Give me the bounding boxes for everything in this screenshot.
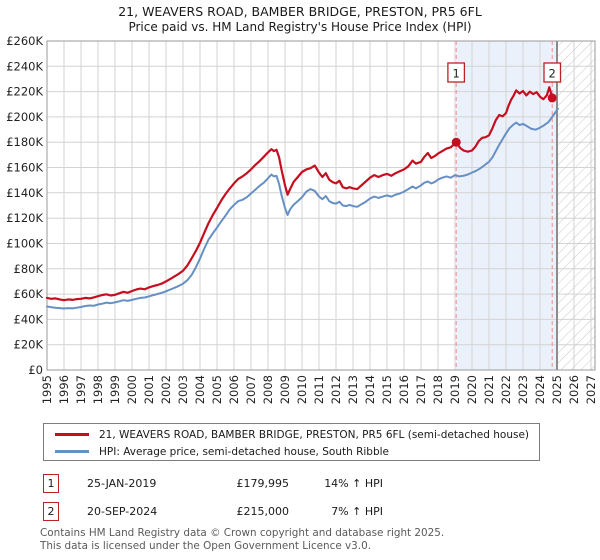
sale-point-dot	[547, 93, 557, 103]
y-tick-label: £260K	[6, 34, 43, 48]
hpi-line	[46, 107, 559, 310]
x-tick-label: 2027	[584, 375, 598, 404]
transaction-marker-badge: 1	[43, 474, 59, 493]
transaction-price: £179,995	[236, 477, 290, 490]
x-tick-label: 2021	[482, 375, 496, 404]
y-tick-label: £220K	[6, 85, 43, 99]
legend-line-sample-property	[55, 433, 89, 436]
x-tick-label: 2025	[550, 375, 564, 404]
y-tick-label: £20K	[14, 338, 44, 352]
x-tick-label: 2001	[142, 375, 156, 404]
y-tick-label: £0	[28, 363, 43, 377]
license-line-1: Contains HM Land Registry data © Crown c…	[40, 527, 445, 539]
chart-legend: 21, WEAVERS ROAD, BAMBER BRIDGE, PRESTON…	[43, 423, 540, 461]
y-tick-label: £200K	[6, 110, 43, 124]
sale-marker-number: 2	[549, 67, 556, 81]
x-tick-label: 2009	[278, 375, 292, 404]
transaction-date: 20-SEP-2024	[87, 505, 158, 518]
x-tick-label: 2020	[465, 375, 479, 404]
x-tick-label: 2014	[363, 375, 377, 404]
y-tick-label: £160K	[6, 161, 43, 175]
sale-marker-flag	[543, 62, 562, 83]
x-tick-label: 1998	[91, 375, 105, 404]
x-tick-label: 2000	[125, 375, 139, 404]
license-note: Contains HM Land Registry data © Crown c…	[40, 527, 444, 553]
x-tick-label: 2017	[414, 375, 428, 404]
chart-subtitle: Price paid vs. HM Land Registry's House …	[128, 20, 472, 34]
x-tick-label: 2012	[329, 375, 343, 404]
x-tick-label: 1999	[108, 375, 122, 404]
y-tick-label: £120K	[6, 211, 43, 225]
x-tick-label: 2008	[261, 375, 275, 404]
legend-label-hpi: HPI: Average price, semi-detached house,…	[99, 445, 390, 458]
y-tick-label: £140K	[6, 186, 43, 200]
chart-title: 21, WEAVERS ROAD, BAMBER BRIDGE, PRESTON…	[118, 4, 482, 19]
legend-row-property: 21, WEAVERS ROAD, BAMBER BRIDGE, PRESTON…	[44, 426, 539, 443]
legend-line-sample-hpi	[55, 450, 89, 453]
x-tick-label: 2026	[567, 375, 581, 404]
x-tick-label: 2004	[193, 375, 207, 404]
transaction-price: £215,000	[236, 505, 290, 518]
y-tick-label: £40K	[14, 312, 44, 326]
y-tick-label: £240K	[6, 59, 43, 73]
x-tick-label: 2010	[295, 375, 309, 404]
transaction-hpi-change: 7% ↑ HPI	[331, 505, 383, 518]
transaction-row-2: 2 20-SEP-2024 £215,000 7% ↑ HPI	[43, 502, 463, 530]
transaction-hpi-change: 14% ↑ HPI	[324, 477, 383, 490]
y-tick-label: £100K	[6, 237, 43, 251]
y-tick-label: £60K	[14, 287, 44, 301]
x-tick-label: 2013	[346, 375, 360, 404]
property-price-line	[45, 86, 555, 302]
price-chart: 1 2 £0 £20K £40K £60K £80K £100K £120K £140K £160K…	[6, 34, 598, 404]
x-tick-label: 2007	[244, 375, 258, 404]
x-tick-label: 2022	[499, 375, 513, 404]
license-line-2: This data is licensed under the Open Gov…	[40, 540, 372, 552]
x-tick-label: 2018	[431, 375, 445, 404]
x-tick-label: 1997	[74, 375, 88, 404]
legend-label-property: 21, WEAVERS ROAD, BAMBER BRIDGE, PRESTON…	[99, 428, 530, 441]
future-hatched-zone	[557, 41, 595, 370]
x-tick-label: 2003	[176, 375, 190, 404]
x-tick-label: 2005	[210, 375, 224, 404]
transaction-row-1: 1 25-JAN-2019 £179,995 14% ↑ HPI	[43, 474, 463, 502]
x-tick-label: 2016	[397, 375, 411, 404]
x-tick-label: 1995	[40, 375, 54, 404]
transaction-marker-badge: 2	[43, 502, 59, 521]
sale-marker-number: 1	[453, 67, 460, 81]
y-tick-label: £180K	[6, 135, 43, 149]
x-tick-label: 2015	[380, 375, 394, 404]
legend-row-hpi: HPI: Average price, semi-detached house,…	[44, 443, 539, 460]
x-tick-label: 2023	[516, 375, 530, 404]
plot-border	[46, 40, 596, 371]
x-tick-label: 2011	[312, 375, 326, 404]
sale-marker-flag	[447, 62, 466, 83]
transaction-list: 1 25-JAN-2019 £179,995 14% ↑ HPI 2 20-SE…	[43, 474, 463, 530]
sale-point-dot	[451, 137, 461, 147]
x-tick-label: 2024	[533, 375, 547, 404]
x-tick-label: 2019	[448, 375, 462, 404]
x-tick-label: 1996	[57, 375, 71, 404]
x-tick-label: 2006	[227, 375, 241, 404]
ownership-period-shading	[456, 41, 557, 370]
transaction-date: 25-JAN-2019	[87, 477, 157, 490]
x-tick-label: 2002	[159, 375, 173, 404]
y-tick-label: £80K	[14, 262, 44, 276]
